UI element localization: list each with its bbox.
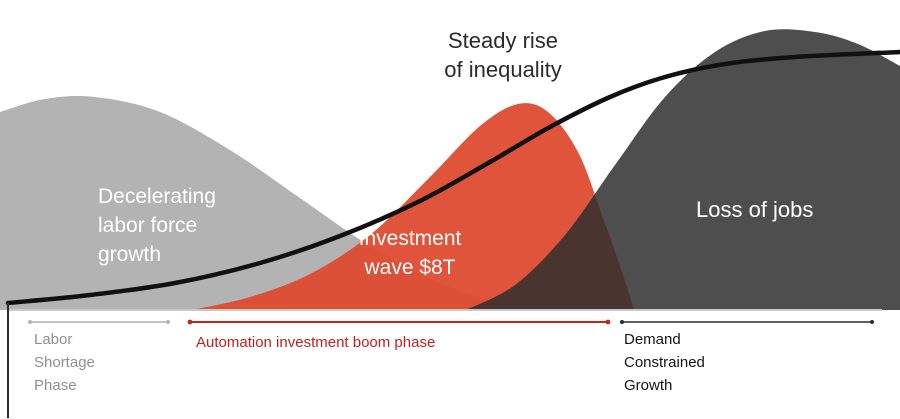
phase-label-automation-investment-boom: Automation investment boom phase [196, 334, 436, 351]
phase-label-demand-constrained-growth: Demand Constrained Growth [624, 331, 705, 394]
phase-label-labor-shortage: Labor Shortage Phase [34, 331, 95, 394]
